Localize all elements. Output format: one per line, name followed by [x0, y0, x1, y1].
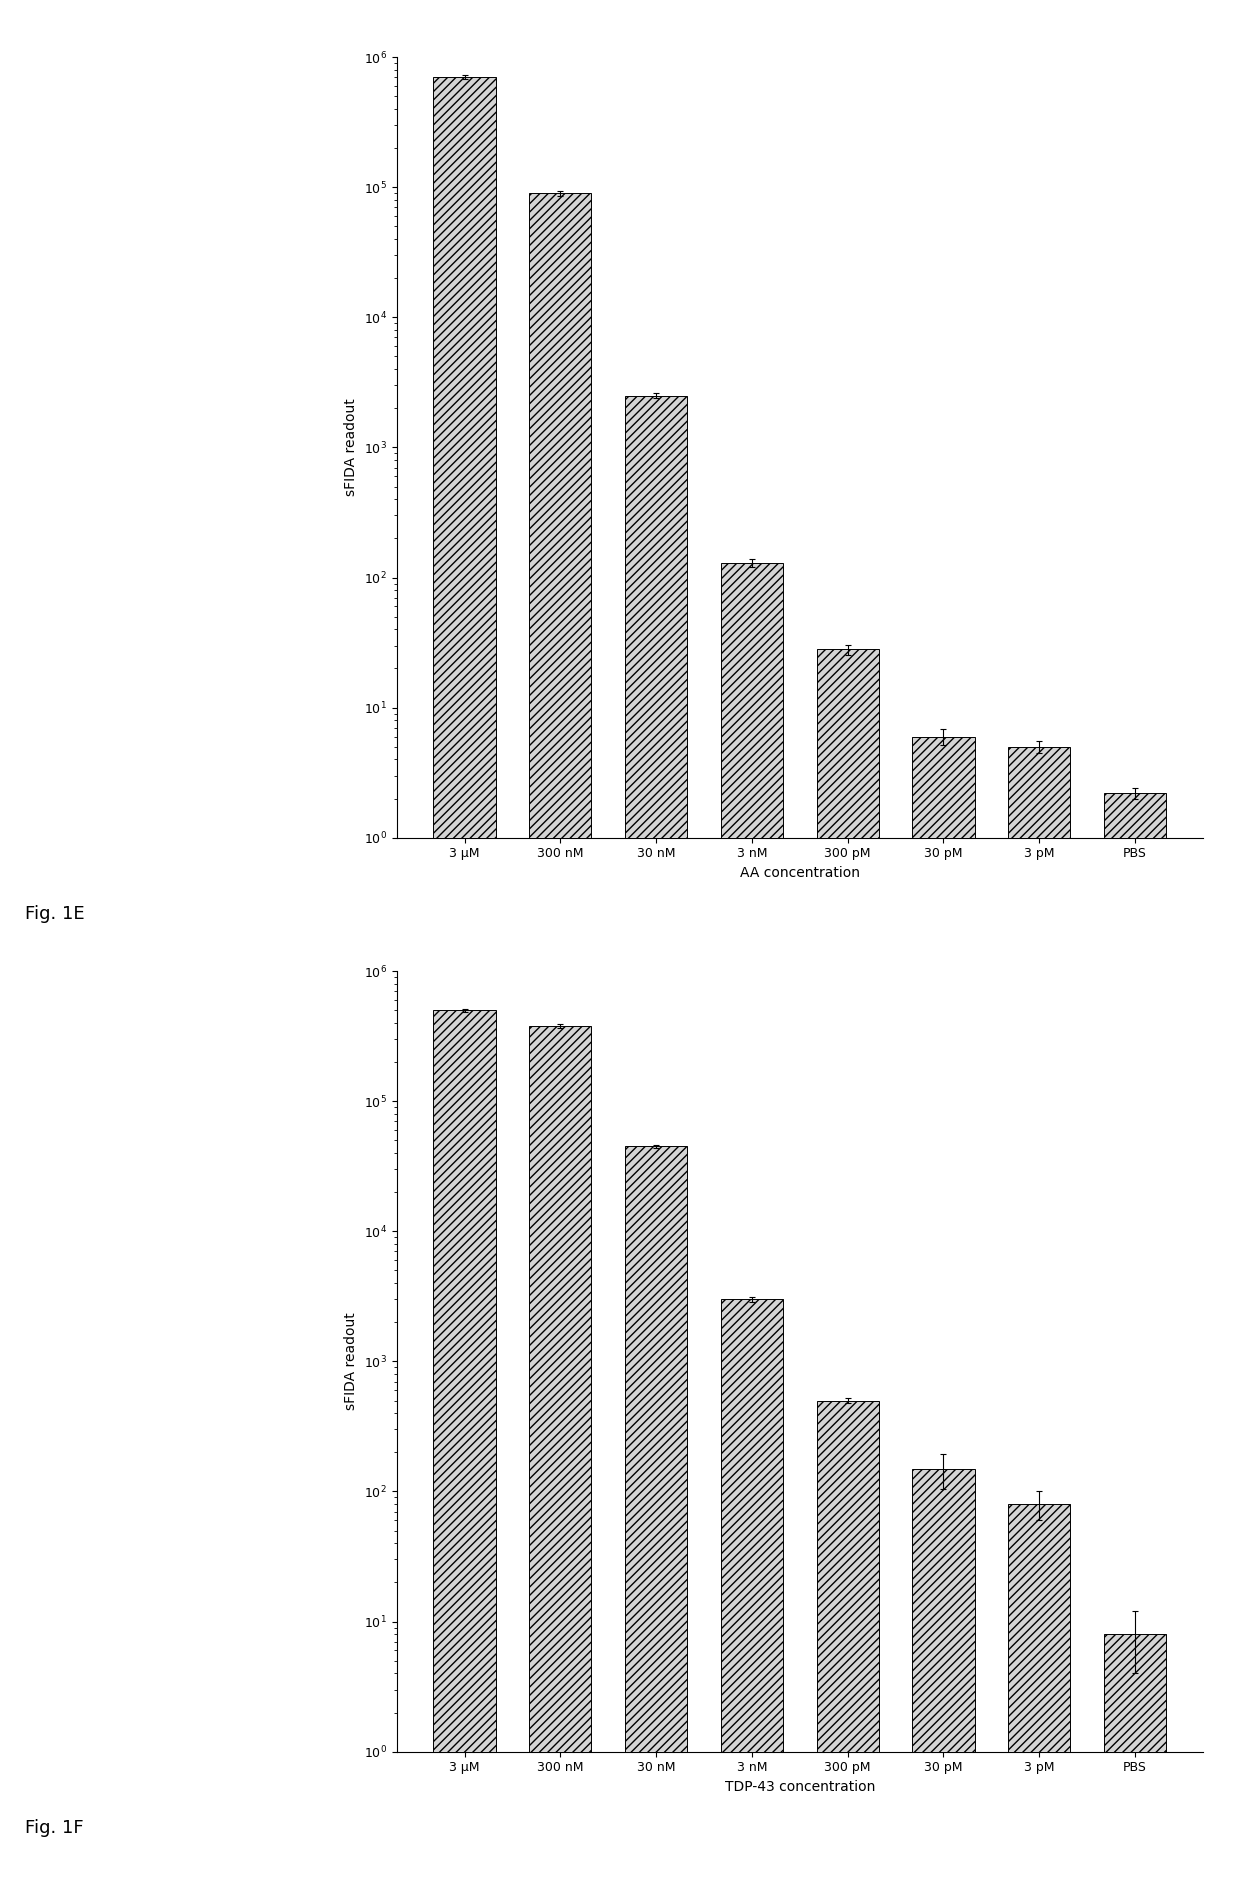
Bar	[434, 1011, 496, 1904]
Bar	[913, 1468, 975, 1904]
X-axis label: AA concentration: AA concentration	[740, 866, 859, 880]
Bar	[625, 1146, 687, 1904]
Bar	[817, 1401, 879, 1904]
Y-axis label: sFIDA readout: sFIDA readout	[345, 398, 358, 497]
Bar	[913, 737, 975, 1904]
X-axis label: TDP-43 concentration: TDP-43 concentration	[724, 1780, 875, 1794]
Text: Fig. 1F: Fig. 1F	[25, 1818, 83, 1837]
Text: Fig. 1E: Fig. 1E	[25, 904, 84, 923]
Bar	[625, 396, 687, 1904]
Bar	[720, 564, 782, 1904]
Bar	[529, 192, 591, 1904]
Bar	[1104, 1634, 1166, 1904]
Bar	[1104, 794, 1166, 1904]
Bar	[817, 649, 879, 1904]
Bar	[529, 1026, 591, 1904]
Bar	[720, 1299, 782, 1904]
Bar	[1008, 746, 1070, 1904]
Bar	[1008, 1504, 1070, 1904]
Bar	[434, 78, 496, 1904]
Y-axis label: sFIDA readout: sFIDA readout	[345, 1312, 358, 1411]
